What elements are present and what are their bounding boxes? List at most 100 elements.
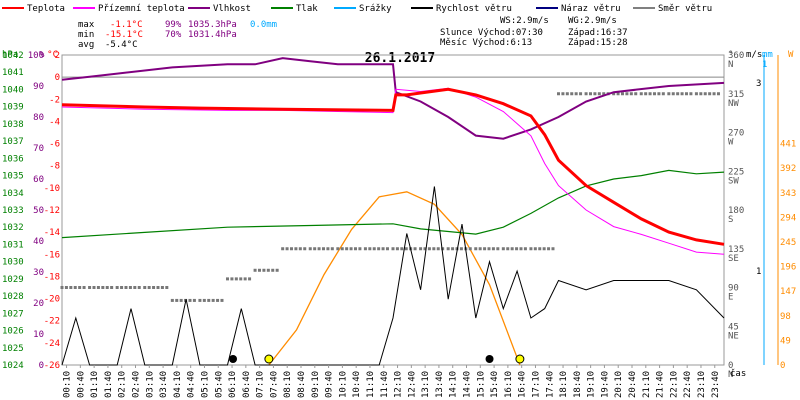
wind-direction-point xyxy=(266,268,270,272)
wind-direction-point xyxy=(451,247,455,251)
stats-max-pressure: 1035.3hPa xyxy=(188,20,237,30)
wind-direction-point xyxy=(192,298,196,302)
temperature-tick: -10 xyxy=(44,184,60,194)
wind-direction-point xyxy=(289,247,293,251)
wind-direction-point xyxy=(547,247,551,251)
wind-direction-point xyxy=(179,298,183,302)
wind-direction-point xyxy=(597,92,601,96)
wind-direction-point xyxy=(588,92,592,96)
wind-direction-point xyxy=(294,247,298,251)
direction-tick: 225 xyxy=(728,167,744,177)
wind-direction-point xyxy=(432,247,436,251)
humidity-tick: 10 xyxy=(33,330,44,340)
solar-tick: 196 xyxy=(780,263,796,273)
x-tick-label: 16:40 xyxy=(518,371,528,398)
x-tick-label: 05:10 xyxy=(200,371,210,398)
direction-tick: 360 xyxy=(728,51,744,61)
wind-direction-point xyxy=(529,247,533,251)
wind-direction-point xyxy=(69,286,73,289)
wind-direction-point xyxy=(262,268,266,272)
wind-direction-point xyxy=(60,286,64,289)
temperature-tick: -2 xyxy=(49,95,60,105)
wind-direction-point xyxy=(542,247,546,251)
wind-tick: 3 xyxy=(756,79,761,89)
x-tick-label: 12:40 xyxy=(407,371,417,398)
legend-label-dir: Směr větru xyxy=(658,4,712,14)
humidity-tick: 50 xyxy=(33,206,44,216)
humidity-tick: 100 xyxy=(28,51,44,61)
x-tick-label: 01:40 xyxy=(104,371,114,398)
direction-tick: 270 xyxy=(728,129,744,139)
legend-label-temp: Teplota xyxy=(27,4,65,14)
direction-compass-label: NW xyxy=(728,99,739,109)
wind-direction-point xyxy=(137,286,141,289)
wind-axis-title: m/s xyxy=(746,50,762,60)
pressure-tick: 1032 xyxy=(2,223,24,233)
wind-direction-point xyxy=(570,92,574,96)
direction-axis-title: ° xyxy=(728,50,733,60)
stats-min-label: min xyxy=(78,30,94,40)
wind-direction-point xyxy=(147,286,151,289)
direction-tick: 315 xyxy=(728,90,744,100)
x-tick-label: 04:40 xyxy=(187,371,197,398)
wind-tick: 1 xyxy=(756,267,761,277)
pressure-tick: 1036 xyxy=(2,154,24,164)
x-tick-label: 06:40 xyxy=(242,371,252,398)
direction-tick: 180 xyxy=(728,206,744,216)
wind-direction-point xyxy=(239,277,243,281)
wind-direction-point xyxy=(491,247,495,251)
wind-direction-point xyxy=(648,92,652,96)
pressure-tick: 1029 xyxy=(2,275,24,285)
wind-speed-info: WS:2.9m/s xyxy=(500,16,549,26)
humidity-tick: 60 xyxy=(33,175,44,185)
legend-label-rain: Srážky xyxy=(359,4,392,14)
x-tick-label: 03:10 xyxy=(145,371,155,398)
x-axis-ticks: 00:10 00:40 01:10 01:40 02:10 02:40 03:10 03:40… xyxy=(63,365,721,398)
humidity-tick: 70 xyxy=(33,144,44,154)
direction-compass-label: S xyxy=(728,215,733,225)
x-tick-label: 01:10 xyxy=(90,371,100,398)
wind-direction-point xyxy=(703,92,707,96)
wind-direction-point xyxy=(639,92,643,96)
wind-direction-point xyxy=(340,247,344,251)
solar-tick: 343 xyxy=(780,189,796,199)
rain-tick: 1 xyxy=(762,60,767,70)
solar-tick: 0 xyxy=(780,361,785,371)
solar-tick: 147 xyxy=(780,287,796,297)
wind-direction-point xyxy=(82,286,86,289)
pressure-tick: 1038 xyxy=(2,120,24,130)
humidity-tick: 90 xyxy=(33,82,44,92)
wind-direction-point xyxy=(152,286,156,289)
wind-direction-point xyxy=(128,286,132,289)
wind-direction-point xyxy=(275,268,279,272)
stats-min-pressure: 1031.4hPa xyxy=(188,30,237,40)
wind-direction-point xyxy=(712,92,716,96)
x-tick-label: 08:10 xyxy=(283,371,293,398)
x-tick-label: 11:10 xyxy=(366,371,376,398)
pressure-tick: 1034 xyxy=(2,189,24,199)
wind-direction-point xyxy=(523,247,527,251)
wind-direction-point xyxy=(115,286,119,289)
wind-direction-point xyxy=(120,286,124,289)
wind-direction-point xyxy=(349,247,353,251)
solar-axis-title: W xyxy=(788,50,794,60)
x-tick-label: 15:40 xyxy=(490,371,500,398)
solar-tick: 392 xyxy=(780,164,796,174)
wind-direction-point xyxy=(676,92,680,96)
sunset-marker xyxy=(515,354,525,364)
wind-direction-point xyxy=(298,247,302,251)
wind-direction-point xyxy=(230,277,234,281)
wind-direction-point xyxy=(92,286,96,289)
legend-label-feels: Přízemní teplota xyxy=(98,4,185,14)
wind-direction-point xyxy=(285,247,289,251)
pressure-line xyxy=(61,169,725,239)
wind-direction-point xyxy=(175,298,179,302)
wind-direction-point xyxy=(234,277,238,281)
wind-direction-point xyxy=(629,92,633,96)
humidity-tick: 80 xyxy=(33,113,44,123)
moon-set-info: Západ:15:28 xyxy=(568,38,628,48)
solar-tick: 49 xyxy=(780,336,791,346)
x-tick-label: 19:10 xyxy=(587,371,597,398)
wind-direction-point xyxy=(446,247,450,251)
